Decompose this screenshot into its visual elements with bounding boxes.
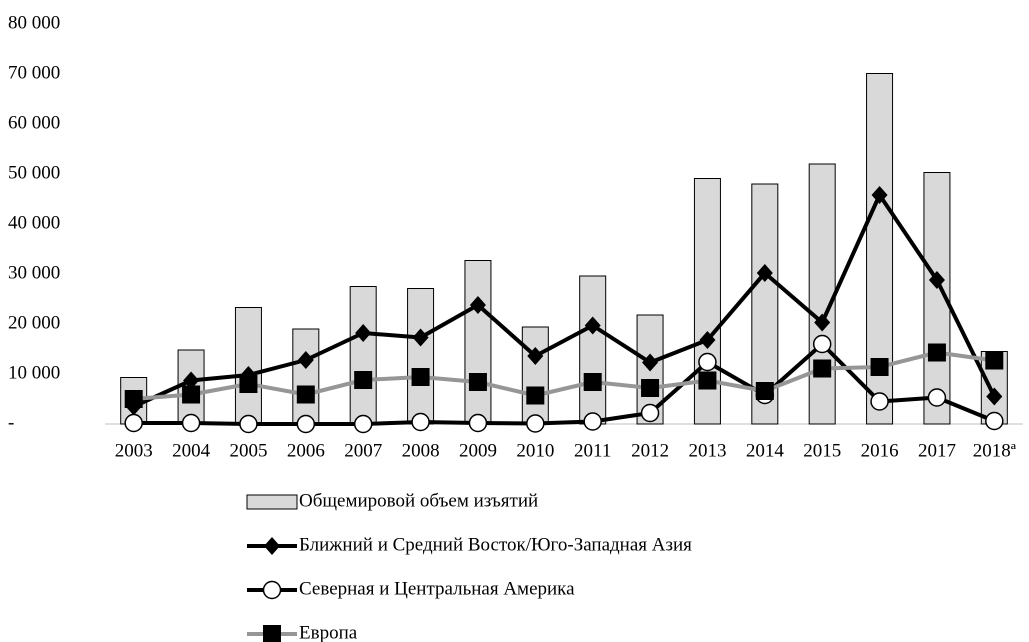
x-tick-label: 2012 bbox=[631, 440, 669, 461]
point-marker bbox=[927, 388, 947, 407]
point-marker bbox=[239, 414, 258, 434]
point-marker bbox=[814, 313, 831, 332]
point-marker bbox=[527, 347, 544, 365]
bar bbox=[521, 326, 549, 425]
point-marker bbox=[927, 343, 946, 362]
y-tick-label: 50 000 bbox=[8, 162, 60, 183]
x-tick-label: 2006 bbox=[287, 440, 325, 461]
point-marker bbox=[412, 328, 429, 347]
point-marker bbox=[870, 392, 889, 411]
x-tick-label: 2014 bbox=[746, 440, 785, 461]
point-marker bbox=[297, 351, 314, 369]
point-marker bbox=[813, 359, 832, 378]
point-marker bbox=[468, 413, 488, 433]
point-marker bbox=[469, 296, 486, 314]
point-marker bbox=[411, 412, 430, 432]
bar bbox=[234, 307, 262, 425]
point-marker bbox=[985, 351, 1004, 370]
x-tick-label: 2004 bbox=[172, 440, 211, 461]
point-marker bbox=[124, 413, 143, 433]
x-tick-label: 2018ª bbox=[973, 440, 1017, 461]
y-tick-label: 70 000 bbox=[8, 62, 60, 83]
bar bbox=[349, 286, 377, 425]
legend-label: Общемировой объем изъятий bbox=[299, 490, 538, 511]
point-marker bbox=[526, 386, 545, 405]
point-marker bbox=[755, 382, 774, 400]
x-tick-label: 2007 bbox=[344, 440, 382, 461]
y-tick-label: 10 000 bbox=[8, 362, 60, 383]
point-marker bbox=[182, 385, 201, 404]
bar bbox=[808, 163, 836, 425]
x-tick-label: 2008 bbox=[402, 440, 440, 461]
legend-marker bbox=[264, 537, 280, 555]
bar bbox=[579, 275, 607, 425]
point-marker bbox=[985, 411, 1004, 431]
legend-swatch bbox=[246, 494, 298, 510]
x-tick-label: 2009 bbox=[459, 440, 497, 461]
bar bbox=[292, 328, 320, 425]
series-line bbox=[133, 342, 996, 426]
point-marker bbox=[584, 316, 601, 335]
point-marker bbox=[870, 358, 889, 376]
point-marker bbox=[583, 373, 602, 391]
x-tick-label: 2011 bbox=[574, 440, 611, 461]
point-marker bbox=[871, 186, 888, 204]
x-tick-label: 2017 bbox=[918, 440, 956, 461]
point-marker bbox=[812, 334, 832, 354]
y-tick-label: - bbox=[8, 412, 14, 433]
point-marker bbox=[296, 414, 316, 434]
point-marker bbox=[699, 331, 716, 349]
point-marker bbox=[640, 403, 660, 423]
series-line bbox=[132, 193, 997, 409]
legend-marker bbox=[263, 625, 281, 642]
x-tick-label: 2003 bbox=[115, 440, 153, 461]
x-tick-label: 2016 bbox=[861, 440, 899, 461]
x-tick-label: 2015 bbox=[803, 440, 841, 461]
point-marker bbox=[641, 379, 660, 397]
y-tick-label: 30 000 bbox=[8, 262, 60, 283]
x-tick-label: 2005 bbox=[229, 440, 267, 461]
legend-label: Европа bbox=[299, 622, 358, 642]
y-tick-label: 80 000 bbox=[8, 12, 60, 33]
point-marker bbox=[986, 387, 1003, 406]
point-marker bbox=[411, 368, 430, 386]
point-marker bbox=[698, 371, 717, 390]
point-marker bbox=[183, 371, 200, 390]
bar bbox=[407, 288, 435, 425]
point-marker bbox=[756, 264, 773, 282]
y-tick-label: 60 000 bbox=[8, 112, 60, 133]
bar bbox=[464, 260, 492, 425]
point-marker bbox=[353, 414, 373, 434]
series-line bbox=[133, 350, 995, 401]
point-marker bbox=[583, 412, 602, 431]
point-marker bbox=[296, 385, 315, 404]
legend-label: Ближний и Средний Восток/Юго-Западная Аз… bbox=[299, 534, 692, 555]
legend-label: Северная и Центральная Америка bbox=[299, 578, 575, 599]
point-marker bbox=[526, 414, 545, 433]
y-tick-label: 20 000 bbox=[8, 312, 60, 333]
point-marker bbox=[642, 353, 659, 372]
point-marker bbox=[181, 413, 201, 433]
legend-marker bbox=[262, 580, 282, 600]
x-tick-label: 2010 bbox=[516, 440, 554, 461]
point-marker bbox=[124, 390, 143, 408]
y-tick-label: 40 000 bbox=[8, 212, 60, 233]
point-marker bbox=[928, 271, 945, 289]
point-marker bbox=[355, 324, 372, 342]
point-marker bbox=[239, 375, 258, 393]
point-marker bbox=[698, 352, 717, 372]
point-marker bbox=[354, 371, 373, 389]
point-marker bbox=[468, 373, 487, 391]
x-tick-label: 2013 bbox=[688, 440, 726, 461]
